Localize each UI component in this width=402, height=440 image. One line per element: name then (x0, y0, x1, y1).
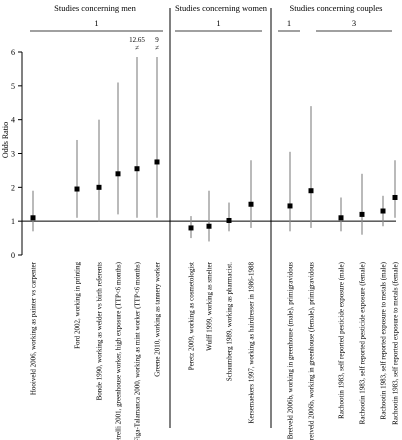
point-estimate (206, 223, 212, 229)
point-estimate (380, 208, 386, 214)
study-label: Peretz 2009, working as cosmetologist (188, 262, 196, 370)
point-estimate (188, 225, 194, 231)
y-tick-label: 3 (11, 150, 15, 159)
study-label: Ford 2002, working in printing (74, 262, 82, 349)
y-tick-label: 4 (11, 116, 15, 125)
study-label: Petrelli 2001, greenhouse worker, high e… (115, 261, 123, 440)
y-axis-title: Odds Ratio (1, 122, 10, 158)
point-estimate (154, 159, 160, 165)
point-estimate (359, 211, 365, 217)
group-count-label: 1 (94, 18, 98, 28)
point-estimate (248, 201, 254, 207)
group-title: Studies concerning men (54, 3, 136, 13)
study-label: Bretveld 2006b, working in greenhouse (m… (287, 262, 295, 440)
y-tick-label: 0 (11, 251, 15, 260)
point-estimate (134, 166, 140, 172)
group-count-label: 1 (216, 18, 220, 28)
y-tick-label: 6 (11, 48, 15, 57)
point-estimate (308, 188, 314, 194)
point-estimate (226, 217, 232, 223)
study-label: Figa-Talamanca 2000, working as mint wor… (134, 261, 142, 440)
group-title: Studies concerning couples (289, 3, 382, 13)
study-label: Hooiveld 2006, working as painter vs car… (30, 261, 38, 395)
point-estimate (338, 215, 344, 221)
group-count-label: 3 (352, 18, 356, 28)
truncated-upper-label: 9 (155, 36, 159, 44)
study-label: Rachootin 1983, self reported exposure t… (392, 261, 400, 425)
study-label: Rachootin 1983, self reported pesticide … (359, 261, 367, 424)
study-label: Wulff 1999, working as smelter (206, 261, 214, 350)
point-estimate (96, 184, 102, 190)
study-label: Rachootin 1983, self reported pesticide … (338, 261, 346, 419)
study-label: Kersemaekers 1997, working as hairdresse… (248, 262, 256, 424)
truncation-symbol: ≠ (135, 44, 139, 52)
group-title: Studies concerning women (175, 3, 268, 13)
truncated-upper-label: 12.65 (129, 36, 145, 44)
study-label: Greene 2010, working as tannery worker (154, 261, 162, 376)
y-tick-label: 1 (11, 217, 15, 226)
group-count-label: 1 (287, 18, 291, 28)
point-estimate (392, 194, 398, 200)
point-estimate (74, 186, 80, 192)
point-estimate (30, 215, 36, 221)
study-label: Bonde 1990, working as welder vs birth r… (96, 262, 104, 401)
point-estimate (287, 203, 293, 209)
y-tick-label: 2 (11, 183, 15, 192)
study-label: Bretveld 2006b, working in greenhouse (f… (308, 262, 316, 440)
truncation-symbol: ≠ (155, 44, 159, 52)
study-label: Schaumberg 1989, working as pharmacist. (226, 262, 234, 381)
point-estimate (115, 171, 121, 177)
y-tick-label: 5 (11, 82, 15, 91)
study-label: Rachootin 1983, self reported exposure t… (380, 261, 388, 419)
